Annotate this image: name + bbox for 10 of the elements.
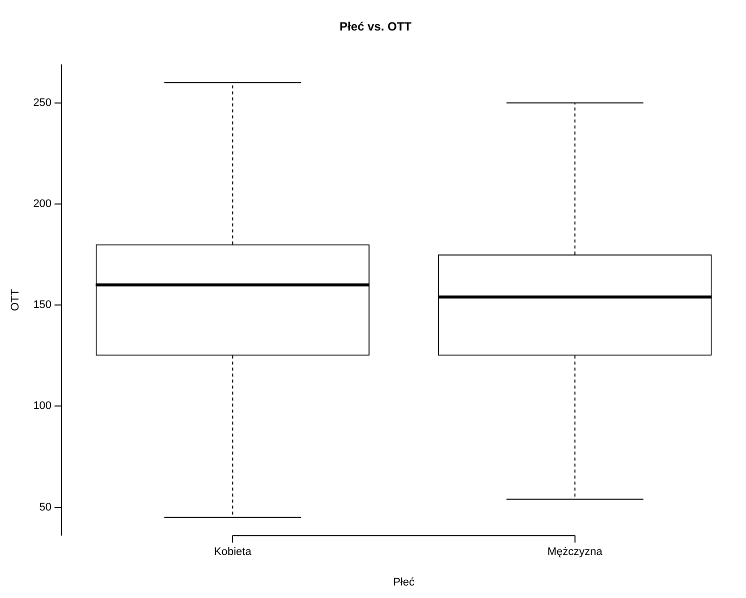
y-tick-label: 150 — [33, 299, 52, 312]
x-tick-label: Kobieta — [214, 546, 252, 558]
y-tick-label: 250 — [33, 96, 52, 109]
x-tick-label: Mężczyzna — [547, 546, 604, 558]
y-tick-label: 200 — [33, 198, 52, 210]
y-axis-title: OTT — [10, 288, 22, 311]
x-axis-title: Płeć — [393, 576, 415, 588]
chart-title: Płeć vs. OTT — [339, 20, 412, 34]
y-tick-label: 50 — [39, 501, 52, 514]
y-tick-label: 100 — [33, 400, 52, 412]
